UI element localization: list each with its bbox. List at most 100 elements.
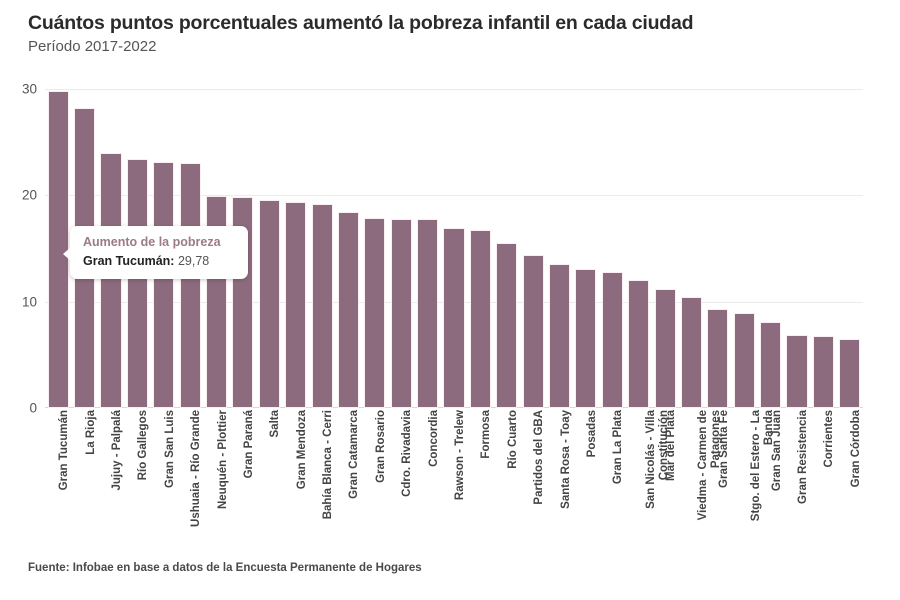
x-tick-label-line: Jujuy - Palpalá (110, 410, 123, 491)
x-tick-label: Mar del Plata (665, 410, 678, 481)
x-tick-label: Río Gallegos (137, 410, 150, 480)
x-tick-label-line: Río Gallegos (137, 410, 150, 481)
x-tick-label: Posadas (586, 410, 599, 457)
bar[interactable] (654, 288, 676, 408)
x-tick-label: Gran San Juan (771, 410, 784, 491)
y-tick-label-20: 20 (21, 187, 37, 203)
x-tick-label: Gran Santa Fe (718, 410, 731, 488)
x-tick-label-line: Salta (269, 410, 282, 438)
x-tick-label: Jujuy - Palpalá (111, 410, 124, 491)
bar[interactable] (153, 162, 175, 408)
chart-tooltip: Aumento de la pobreza Gran Tucumán: 29,7… (63, 226, 248, 279)
y-tick-label-30: 30 (21, 81, 37, 97)
x-tick-label-line: Formosa (480, 410, 493, 459)
bar[interactable] (469, 230, 491, 408)
bar[interactable] (548, 264, 571, 408)
x-tick-label-line: Santa Rosa - Toay (559, 410, 572, 509)
x-tick-label-line: Gran San Luis (163, 410, 176, 488)
bar[interactable] (179, 163, 201, 408)
chart-header: Cuántos puntos porcentuales aumentó la p… (28, 12, 878, 56)
x-tick-label-line: Gran La Plata (612, 410, 625, 485)
x-tick-label: Río Cuarto (507, 410, 520, 469)
chart-footer: Fuente: Infobae en base a datos de la En… (28, 562, 868, 574)
x-tick-label: Gran Paraná (243, 410, 256, 478)
bar[interactable] (628, 280, 650, 408)
x-tick-label-line: Viedma - Carmen de (697, 410, 710, 521)
x-tick-label: Gran Rosario (375, 410, 388, 483)
bar[interactable] (337, 212, 359, 408)
x-tick-label: Santa Rosa - Toay (560, 410, 573, 509)
bar[interactable] (733, 313, 755, 408)
chart-subtitle: Período 2017-2022 (28, 38, 157, 56)
bar[interactable] (364, 217, 386, 408)
x-tick-label: Gran Resistencia (797, 410, 810, 504)
x-tick-label: La Rioja (85, 410, 98, 455)
tooltip-category: Gran Tucumán: (83, 253, 175, 268)
bar[interactable] (760, 321, 782, 408)
x-tick-label-line: Gran San Juan (770, 410, 783, 492)
bar[interactable] (100, 152, 122, 408)
x-tick-label-line: San Nicolás - Villa (644, 410, 657, 509)
x-tick-label-line: Concordia (427, 410, 440, 467)
bar[interactable] (707, 309, 729, 408)
x-tick-label-line: Rawson - Trelew (454, 410, 466, 501)
bar[interactable] (786, 334, 808, 408)
x-tick-label-line: Corrientes (823, 410, 836, 468)
x-tick-label-line: Stgo. del Estero - La (750, 410, 763, 522)
y-tick-label-0: 0 (29, 400, 37, 416)
x-tick-label: Gran Catamarca (348, 410, 361, 499)
tooltip-row: Gran Tucumán: 29,78 (83, 252, 235, 270)
x-tick-label: Gran Córdoba (850, 410, 863, 487)
x-tick-label-line: Cdro. Rivadavia (401, 410, 414, 497)
x-tick-label-line: Neuquén - Plottier (216, 410, 229, 510)
page-title: Cuántos puntos porcentuales aumentó la p… (28, 12, 694, 34)
x-tick-label-line: Gran Paraná (242, 410, 255, 479)
x-tick-label-line: Gran Santa Fe (717, 410, 730, 488)
bar[interactable] (311, 203, 333, 408)
x-tick-label: Gran Tucumán (58, 410, 71, 490)
bar[interactable] (126, 159, 148, 408)
bar[interactable] (522, 254, 544, 408)
x-tick-label-line: Partidos del GBA (533, 410, 546, 505)
x-tick-label-line: Gran Rosario (374, 410, 387, 483)
x-tick-label-line: Gran Córdoba (849, 410, 862, 488)
x-tick-label: Ushuaia - Río Grande (190, 410, 203, 527)
y-tick-label-10: 10 (21, 294, 37, 310)
x-tick-label: Corrientes (823, 410, 836, 468)
x-tick-label: Concordia (428, 410, 441, 467)
source-note: Fuente: Infobae en base a datos de la En… (28, 562, 422, 574)
x-tick-label-line: Río Cuarto (506, 410, 519, 469)
x-tick-label-line: Ushuaia - Río Grande (190, 410, 203, 527)
x-axis-ticks: Gran Tucumán La Rioja Jujuy - Palpalá Río G… (45, 410, 863, 550)
bar[interactable] (680, 297, 703, 408)
x-tick-label: Gran La Plata (612, 410, 625, 484)
x-tick-label-line: La Rioja (84, 410, 97, 455)
x-tick-label: Salta (269, 410, 282, 438)
x-tick-label-line: Gran Tucumán (58, 410, 71, 491)
bar[interactable] (812, 335, 834, 408)
tooltip-value: 29,78 (177, 253, 210, 268)
x-tick-label-line: Posadas (585, 410, 598, 458)
x-tick-label-line: Bahía Blanca - Cerri (322, 410, 335, 520)
bar[interactable] (601, 271, 623, 408)
x-tick-label: Partidos del GBA (533, 410, 546, 505)
bar[interactable] (258, 199, 280, 408)
x-tick-label-line: Gran Resistencia (797, 410, 810, 504)
x-tick-label: Gran Mendoza (296, 410, 309, 489)
gridline-30 (45, 89, 863, 90)
bar[interactable] (839, 338, 861, 408)
bar[interactable] (390, 218, 412, 408)
x-tick-label: Gran San Luis (164, 410, 177, 488)
bar[interactable] (443, 228, 465, 408)
bar[interactable] (496, 243, 518, 408)
x-tick-label: Rawson - Trelew (454, 410, 467, 500)
x-tick-label-line: Gran Mendoza (295, 410, 308, 490)
bar[interactable] (575, 268, 597, 408)
x-tick-label: Bahía Blanca - Cerri (322, 410, 335, 519)
bar[interactable] (417, 219, 439, 408)
tooltip-title: Aumento de la pobreza (83, 235, 221, 249)
x-tick-label-line: Gran Catamarca (348, 410, 361, 499)
bar[interactable] (285, 201, 307, 408)
x-tick-label: Cdro. Rivadavia (401, 410, 414, 497)
